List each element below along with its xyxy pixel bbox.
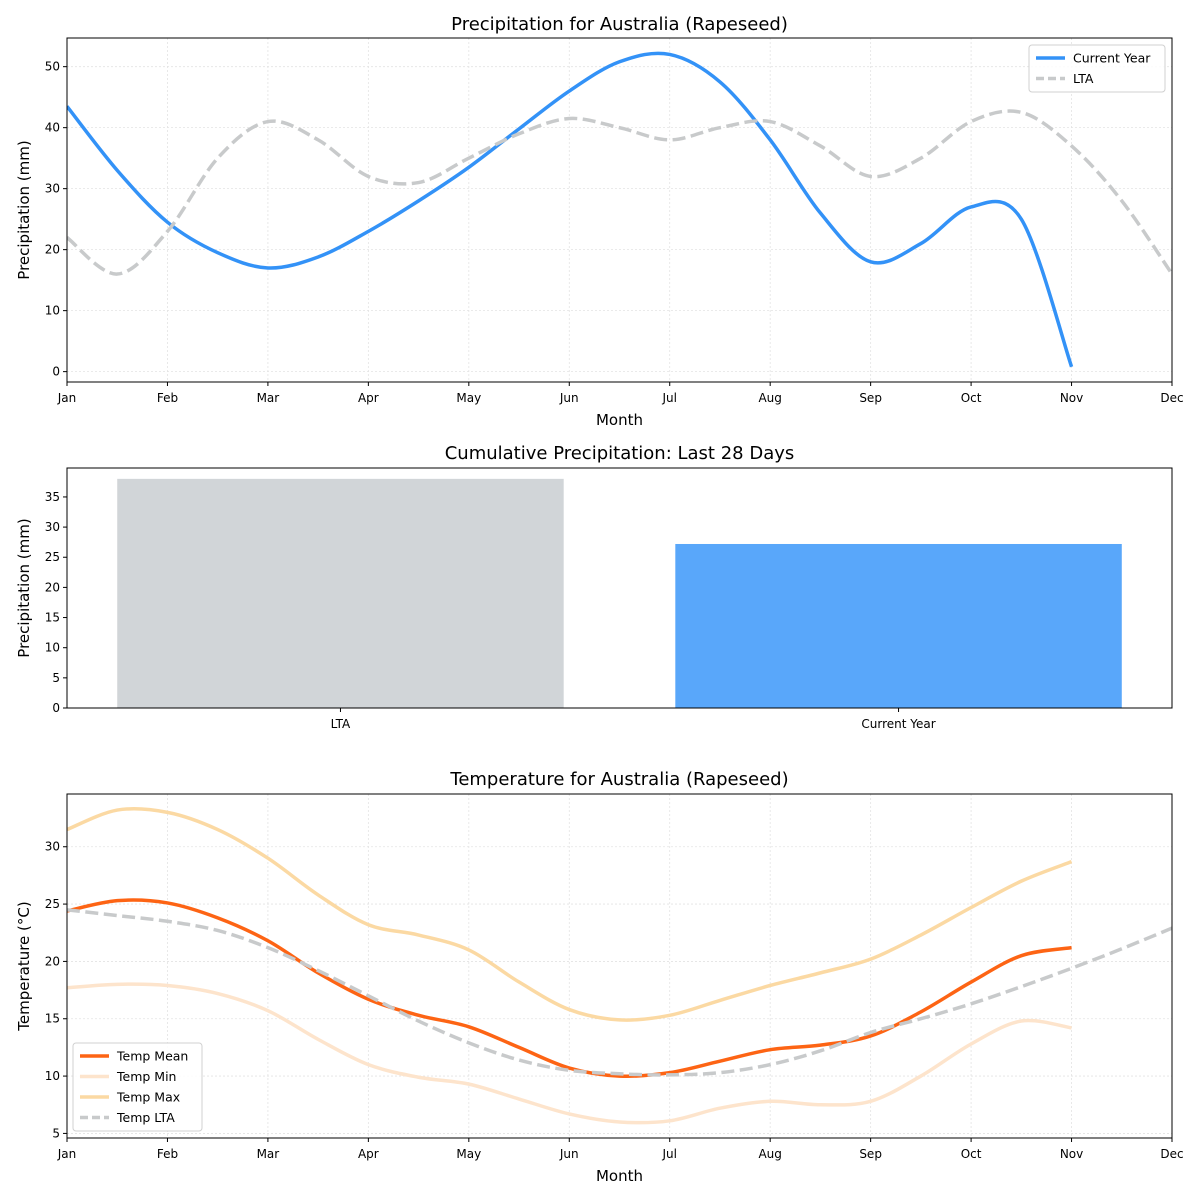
- x-tick-label: Nov: [1060, 1147, 1083, 1161]
- y-tick-label: 15: [45, 611, 60, 625]
- x-tick-label: Nov: [1060, 391, 1083, 405]
- x-tick-label: Dec: [1160, 391, 1183, 405]
- x-tick-label: Aug: [758, 391, 781, 405]
- x-tick-label: Feb: [157, 1147, 178, 1161]
- legend-label: Temp Min: [116, 1069, 176, 1084]
- y-tick-label: 10: [45, 304, 60, 318]
- x-tick-label: Jul: [661, 1147, 676, 1161]
- series-line-temp-mean: [67, 898, 1072, 1079]
- y-axis-label: Precipitation (mm): [15, 518, 33, 657]
- bar-current-year: [675, 543, 1122, 708]
- y-tick-label: 25: [45, 550, 60, 564]
- y-tick-label: 30: [45, 840, 60, 854]
- temperature-line-chart: Temperature for Australia (Rapeseed) Temp…: [15, 769, 1184, 1185]
- x-tick-label: Oct: [961, 391, 982, 405]
- axes-frame: [66, 467, 1173, 709]
- x-axis-label: Month: [596, 411, 643, 429]
- legend-label: Current Year: [1073, 51, 1151, 66]
- y-tick-label: 35: [45, 490, 60, 504]
- x-tick-label: Sep: [859, 1147, 882, 1161]
- chart-title: Temperature for Australia (Rapeseed): [449, 769, 788, 790]
- x-tick-label: Dec: [1160, 1147, 1183, 1161]
- legend-label: Temp LTA: [116, 1110, 175, 1125]
- x-tick-label: Current Year: [861, 717, 935, 731]
- y-axis-label: Temperature (°C): [15, 901, 33, 1031]
- series-line-temp-max: [67, 806, 1073, 1022]
- y-tick-label: 0: [52, 701, 60, 715]
- x-tick-label: Mar: [257, 391, 280, 405]
- y-tick-label: 20: [45, 243, 60, 257]
- x-tick-label: May: [456, 1147, 481, 1161]
- y-tick-label: 20: [45, 954, 60, 968]
- x-tick-label: Jan: [57, 1147, 77, 1161]
- y-tick-label: 20: [45, 580, 60, 594]
- x-tick-label: Feb: [157, 391, 178, 405]
- x-tick-label: Jan: [57, 391, 77, 405]
- y-tick-label: 0: [52, 365, 60, 379]
- series-line-current-year: [67, 51, 1074, 368]
- x-tick-label: May: [456, 391, 481, 405]
- x-tick-label: Sep: [859, 391, 882, 405]
- y-tick-label: 10: [45, 641, 60, 655]
- y-tick-label: 10: [45, 1069, 60, 1083]
- chart-title: Precipitation for Australia (Rapeseed): [451, 14, 788, 35]
- y-tick-label: 15: [45, 1012, 60, 1026]
- y-tick-label: 5: [52, 671, 60, 685]
- legend: Current Year LTA: [1028, 44, 1166, 93]
- x-tick-label: Apr: [358, 391, 379, 405]
- x-tick-label: Apr: [358, 1147, 379, 1161]
- x-tick-label: Jun: [559, 391, 579, 405]
- legend-label: LTA: [1073, 71, 1094, 86]
- series-line-temp-lta: [67, 908, 1172, 1077]
- bar-lta: [117, 478, 564, 708]
- x-axis-label: Month: [596, 1167, 643, 1185]
- y-tick-label: 30: [45, 182, 60, 196]
- precipitation-line-chart: Precipitation for Australia (Rapeseed) Pr…: [15, 14, 1184, 429]
- series-line-temp-min: [67, 982, 1072, 1125]
- cumulative-precipitation-bar-chart: Cumulative Precipitation: Last 28 Days Pr…: [15, 443, 1173, 731]
- y-axis-label: Precipitation (mm): [15, 140, 33, 279]
- x-tick-label: Oct: [961, 1147, 982, 1161]
- legend-label: Temp Max: [116, 1090, 180, 1105]
- chart-title: Cumulative Precipitation: Last 28 Days: [445, 443, 795, 464]
- axes-frame: [66, 793, 1173, 1139]
- x-tick-label: Jul: [661, 391, 676, 405]
- y-tick-label: 50: [45, 60, 60, 74]
- y-tick-label: 40: [45, 121, 60, 135]
- x-tick-label: Jun: [559, 1147, 579, 1161]
- y-tick-label: 25: [45, 897, 60, 911]
- axes-frame: [66, 37, 1173, 383]
- x-tick-label: LTA: [331, 717, 351, 731]
- series-line-lta: [67, 109, 1172, 276]
- legend: Temp Mean Temp Min Temp Max Temp LTA: [72, 1042, 203, 1132]
- legend-label: Temp Mean: [116, 1049, 188, 1064]
- y-tick-label: 30: [45, 520, 60, 534]
- y-tick-label: 5: [52, 1126, 60, 1140]
- x-tick-label: Mar: [257, 1147, 280, 1161]
- x-tick-label: Aug: [758, 1147, 781, 1161]
- legend-box: [72, 1042, 203, 1132]
